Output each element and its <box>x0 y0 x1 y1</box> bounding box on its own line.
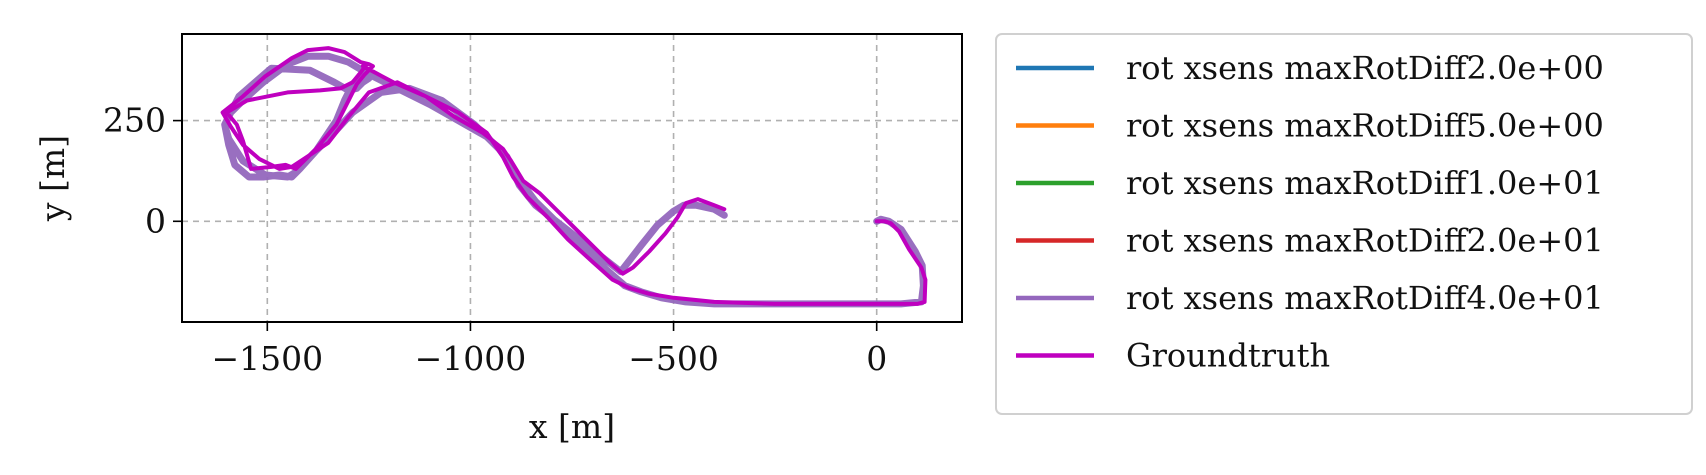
series-lines <box>220 46 928 308</box>
grid-lines <box>182 34 962 322</box>
y-axis-label: y [m] <box>33 135 72 222</box>
x-tick-label: −1500 <box>211 339 323 378</box>
legend-label-4: rot xsens maxRotDiff4.0e+01 <box>1126 279 1604 317</box>
x-axis-label: x [m] <box>529 407 615 446</box>
legend: rot xsens maxRotDiff2.0e+00 rot xsens max… <box>995 33 1693 415</box>
legend-box <box>995 33 1693 415</box>
legend-label-5: Groundtruth <box>1126 337 1330 375</box>
plot-frame <box>181 33 963 323</box>
legend-label-1: rot xsens maxRotDiff5.0e+00 <box>1126 107 1604 145</box>
axis-ticks: −1500 −1000 −500 0 0 250 <box>103 101 887 378</box>
series-line-4 <box>221 52 927 308</box>
x-tick-label: −500 <box>628 339 719 378</box>
y-tick-label: 0 <box>145 201 166 240</box>
x-tick-label: 0 <box>866 339 887 378</box>
legend-label-0: rot xsens maxRotDiff2.0e+00 <box>1126 49 1604 87</box>
y-tick-label: 250 <box>103 101 166 140</box>
legend-label-3: rot xsens maxRotDiff2.0e+01 <box>1126 222 1604 260</box>
legend-label-2: rot xsens maxRotDiff1.0e+01 <box>1126 164 1604 202</box>
x-tick-label: −1000 <box>415 339 527 378</box>
series-line-5 <box>220 46 928 306</box>
